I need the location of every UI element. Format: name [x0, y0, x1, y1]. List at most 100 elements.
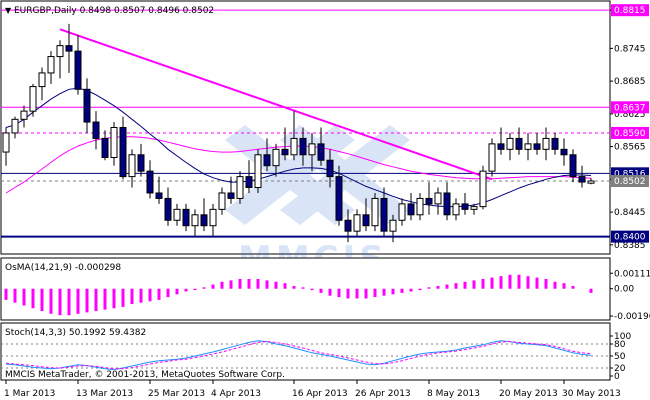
candle-body-bull	[398, 203, 406, 221]
candle-body-bear	[578, 176, 586, 183]
x-tick-label: 20 May 2013	[499, 389, 558, 399]
candle-body-bull	[2, 132, 10, 153]
x-tick-label: 16 Apr 2013	[292, 389, 348, 399]
candle-body-bear	[443, 192, 451, 216]
candle-body-bull	[389, 219, 397, 232]
candle-body-bear	[533, 143, 541, 150]
candle	[479, 165, 487, 210]
candle-body-bull	[488, 143, 496, 172]
candle	[533, 132, 541, 155]
candle	[326, 149, 334, 188]
candle	[2, 127, 10, 166]
candle	[218, 187, 226, 215]
x-tick-label: 25 Mar 2013	[148, 389, 205, 399]
candle	[83, 78, 91, 133]
price-tag-label: 0.8400	[614, 233, 646, 243]
candle-body-bear	[326, 159, 334, 178]
candle	[236, 171, 244, 204]
candle	[47, 51, 55, 84]
candle-body-bear	[263, 154, 271, 167]
candle	[182, 203, 190, 232]
candle	[227, 176, 235, 204]
candle	[299, 127, 307, 166]
candle	[353, 209, 361, 237]
candle-body-bull	[272, 148, 280, 167]
stoch-lines	[1, 340, 610, 371]
candle-body-bear	[407, 203, 415, 216]
chart-collapse-icon[interactable]: ▼	[5, 6, 12, 15]
candle	[371, 192, 379, 232]
osma-panel[interactable]: OsMA(14,21,9) -0.000298 0.001113 0.00 -0.0…	[0, 257, 650, 322]
price-tag-box	[611, 101, 649, 114]
trendline[interactable]	[59, 28, 493, 181]
candle	[146, 160, 154, 199]
candle-body-bear	[83, 88, 91, 123]
osma-y-axis: 0.001113 0.00 -0.00196	[610, 269, 650, 322]
stoch-tick-label: 100	[614, 332, 631, 342]
trendline-layer[interactable]	[59, 28, 493, 181]
candle	[515, 127, 523, 155]
candle-body-bear	[380, 197, 388, 232]
candle-body-bull	[38, 72, 46, 88]
candle-body-bear	[182, 208, 190, 227]
x-tick-label: 1 Mar 2013	[4, 389, 55, 399]
price-tag: 0.8502	[611, 174, 649, 187]
stoch-main-line	[5, 340, 592, 371]
candle	[245, 160, 253, 193]
price-tag: 0.8400	[611, 230, 649, 243]
candle-body-bear	[119, 127, 127, 178]
candle-body-bull	[371, 197, 379, 227]
osma-histogram	[4, 274, 593, 316]
candle	[20, 105, 28, 128]
candle	[254, 149, 262, 193]
candle	[281, 127, 289, 161]
candle	[92, 111, 100, 150]
candle-body-bear	[281, 148, 289, 156]
stoch-tick-label: 20	[614, 364, 626, 374]
candle-body-bull	[29, 86, 37, 112]
candle	[200, 198, 208, 232]
candle	[263, 138, 271, 172]
candle	[524, 132, 532, 161]
main-header: EURGBP,Daily 0.8498 0.8507 0.8496 0.8502	[14, 6, 214, 16]
candle	[488, 138, 496, 177]
candle	[164, 187, 172, 226]
candle-body-bear	[425, 197, 433, 205]
candle-body-bull	[542, 137, 550, 150]
candle-body-bull	[11, 118, 19, 134]
x-tick-label: 8 May 2013	[427, 389, 480, 399]
x-axis: 1 Mar 2013 13 Mar 2013 25 Mar 2013 4 Apr 20…	[4, 380, 621, 399]
candle	[497, 127, 505, 155]
price-tag-label: 0.8815	[614, 6, 646, 16]
candle	[551, 132, 559, 155]
copyright-text: MMCIS MetaTrader, © 2001-2013, MetaQuote…	[5, 370, 285, 380]
candle-body-bear	[92, 121, 100, 139]
osma-tick-label: -0.00196	[614, 312, 650, 322]
candle-body-bear	[227, 192, 235, 199]
candle	[569, 149, 577, 183]
candle	[11, 116, 19, 139]
candle	[443, 182, 451, 221]
candle-body-bear	[164, 197, 172, 221]
candle-body-bull	[479, 170, 487, 208]
price-tag-box	[611, 174, 649, 187]
candle	[155, 176, 163, 204]
candle-body-bull	[218, 192, 226, 210]
y-tick-label: 0.8625	[614, 110, 646, 120]
candle	[362, 198, 370, 232]
osma-header: OsMA(14,21,9) -0.000298	[5, 263, 121, 273]
candle	[461, 192, 469, 215]
candle	[398, 198, 406, 226]
y-tick-label: 0.8745	[614, 44, 646, 54]
candle	[389, 214, 397, 243]
candle-body-bear	[461, 203, 469, 210]
candle-body-bull	[434, 192, 442, 205]
main-price-panel[interactable]: MMCIS ▼ EURGBP,Daily 0.8498 0.8507 0.849…	[0, 0, 649, 279]
x-tick-label: 13 Mar 2013	[76, 389, 133, 399]
candle	[578, 165, 586, 188]
candle-body-bear	[74, 50, 82, 90]
candle	[290, 111, 298, 161]
